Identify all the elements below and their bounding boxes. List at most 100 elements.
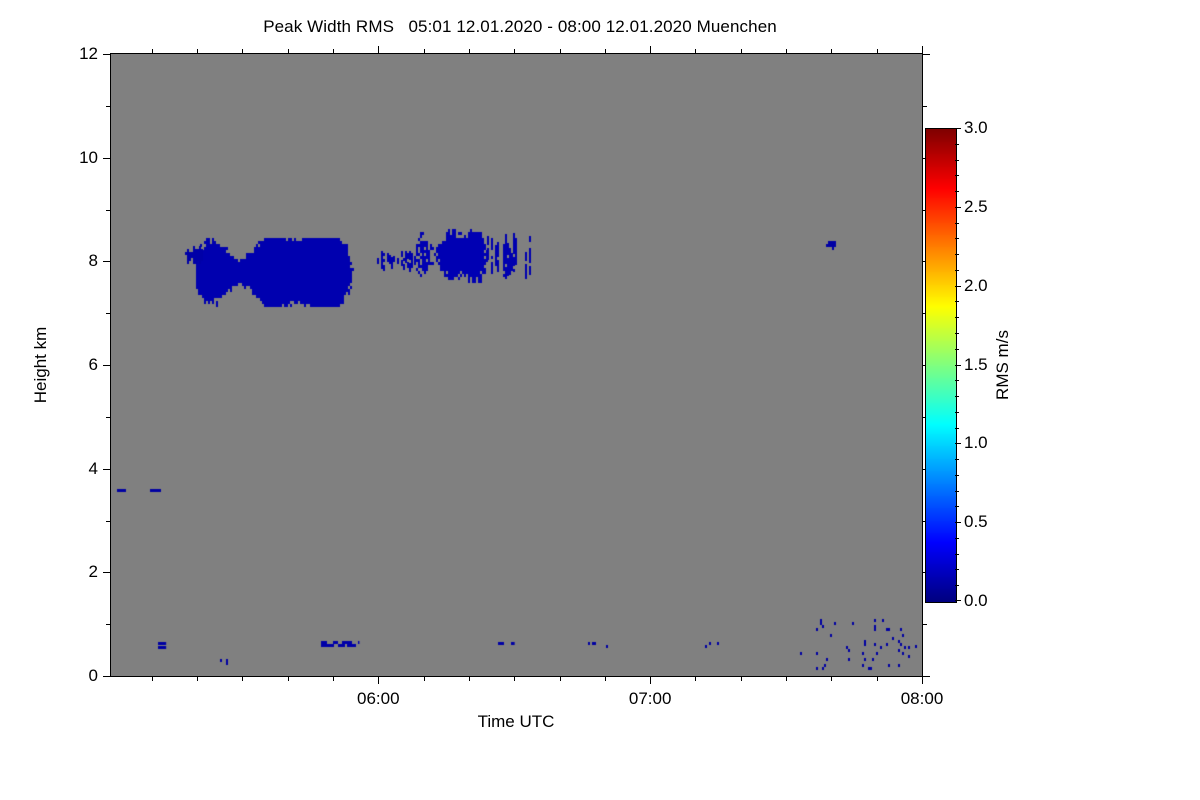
y-axis-title: Height km [31,326,50,404]
x-tick-minor [559,676,561,681]
colorbar-tick-minor [955,332,959,334]
y-tick-major-right [922,676,930,677]
colorbar-tick-major [955,206,961,208]
x-tick-minor-top [559,49,561,54]
y-tick-minor-right [922,105,927,107]
y-tick-minor [106,105,111,107]
y-tick-minor [106,624,111,626]
colorbar-tick-minor [955,411,959,413]
x-tick-minor-top [197,49,199,54]
y-tick-major [103,468,111,470]
x-tick-label: 08:00 [900,689,944,708]
colorbar[interactable]: 0.0 0.5 1.0 1.5 2.0 2.5 3.0 [925,118,988,610]
colorbar-tick-major [955,443,961,445]
y-tick-minor-right [922,313,927,315]
x-tick-minor-top [876,49,878,54]
y-tick-minor [106,209,111,211]
y-tick-minor-right [922,624,927,626]
colorbar-title: RMS m/s [993,330,1012,400]
colorbar-tick-minor [955,254,959,256]
colorbar-tick-minor [955,380,959,382]
y-tick-label: 6 [88,355,98,374]
colorbar-tick-minor [955,537,959,539]
y-tick-major [103,54,111,55]
x-tick-minor-top [514,49,516,54]
colorbar-tick-minor [955,474,959,476]
y-tick-label: 12 [79,44,98,63]
x-tick-major-top [650,46,652,54]
y-tick-label: 10 [79,147,98,167]
x-tick-minor [786,676,788,681]
colorbar-tick-label: 1.0 [964,433,988,453]
colorbar-tick-major [955,364,961,366]
colorbar-tick-minor [955,301,959,303]
colorbar-tick-label: 2.5 [964,196,988,216]
x-tick-minor-top [604,49,606,54]
x-tick-minor [740,676,742,681]
y-tick-minor [106,313,111,315]
x-tick-minor [332,676,334,681]
x-tick-minor-top [695,49,697,54]
y-tick-major [103,676,111,677]
x-tick-label: 06:00 [357,689,400,708]
colorbar-tick-major [955,285,961,287]
page-title: Peak Width RMS 05:01 12.01.2020 - 08:00 … [263,17,777,36]
x-tick-minor-top [423,49,425,54]
y-tick-major [103,365,111,366]
colorbar-tick-minor [955,238,959,240]
colorbar-tick-minor [955,490,959,492]
colorbar-tick-minor [955,459,959,461]
y-tick-major [103,157,111,159]
colorbar-tick-major [955,128,961,129]
y-tick-label: 0 [88,666,98,685]
x-tick-minor [604,676,606,681]
colorbar-tick-major [955,600,961,601]
colorbar-tick-minor [955,269,959,271]
colorbar-tick-minor [955,427,959,429]
colorbar-tick-minor [955,585,959,587]
colorbar-tick-minor [955,143,959,145]
y-tick-minor-right [922,416,927,418]
colorbar-tick-label: 1.5 [964,354,988,374]
x-tick-major-top [378,46,380,54]
x-tick-minor [831,676,833,681]
x-tick-minor [423,676,425,681]
y-tick-minor-right [922,209,927,211]
x-tick-minor [514,676,516,681]
colorbar-tick-label: 3.0 [964,118,988,137]
x-tick-label: 07:00 [628,689,672,708]
y-tick-major [103,261,111,263]
colorbar-tick-label: 0.0 [964,591,988,610]
plot-area[interactable]: 0 2 4 6 8 10 12 06:00 07:00 08:00 [79,44,943,708]
y-tick-minor [106,416,111,418]
heatmap-data-layer [111,54,922,676]
colorbar-tick-minor [955,569,959,571]
y-tick-major-right [922,54,930,55]
colorbar-tick-minor [955,175,959,177]
colorbar-tick-minor [955,553,959,555]
x-tick-major [378,676,380,684]
colorbar-tick-minor [955,506,959,508]
colorbar-tick-label: 0.5 [964,512,988,532]
x-tick-minor-top [786,49,788,54]
y-tick-label: 2 [88,562,98,582]
x-tick-minor-top [740,49,742,54]
colorbar-tick-minor [955,191,959,193]
colorbar-tick-minor [955,159,959,161]
x-tick-major-top [922,46,923,54]
x-tick-minor [876,676,878,681]
colorbar-tick-minor [955,222,959,224]
colorbar-tick-major [955,522,961,524]
colorbar-tick-minor [955,317,959,319]
x-tick-minor [242,676,244,681]
x-tick-minor-top [151,49,153,54]
x-tick-minor [197,676,199,681]
colorbar-gradient [925,128,957,603]
y-tick-minor-right [922,520,927,522]
x-axis-title: Time UTC [477,712,555,731]
y-tick-major [103,572,111,574]
x-tick-minor-top [468,49,470,54]
colorbar-tick-minor [955,396,959,398]
y-tick-label: 8 [88,251,98,271]
